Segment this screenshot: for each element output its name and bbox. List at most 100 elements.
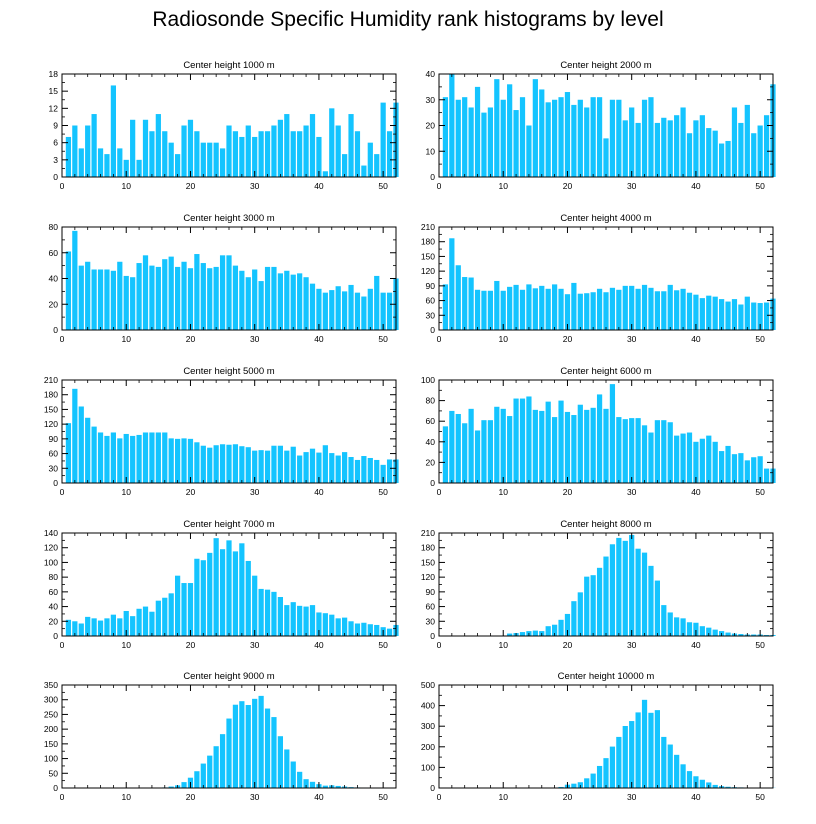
panel-3-bar-rank-17 bbox=[168, 256, 174, 330]
panel-2-bar-rank-42 bbox=[706, 128, 712, 177]
panel-7-bar-rank-28 bbox=[239, 543, 245, 636]
panel-8-bar-rank-30 bbox=[629, 534, 635, 636]
panel-3-bar-rank-34 bbox=[277, 273, 283, 330]
panel-2-bar-rank-41 bbox=[699, 115, 705, 177]
panel-8-bar-rank-40 bbox=[693, 622, 699, 636]
panel-5-bar-rank-22 bbox=[200, 445, 206, 483]
panel-3-x-tick-label: 20 bbox=[186, 334, 196, 344]
panel-5-bar-rank-30 bbox=[252, 450, 258, 483]
panel-5-bar-rank-3 bbox=[78, 406, 84, 483]
panel-8-bar-rank-29 bbox=[622, 540, 628, 636]
panel-6-bar-rank-48 bbox=[744, 460, 750, 483]
panel-3-x-tick-label: 50 bbox=[378, 334, 388, 344]
panel-1-bar-rank-49 bbox=[374, 154, 380, 177]
panel-2-x-tick-label: 20 bbox=[563, 181, 573, 191]
panel-4-x-tick-label: 0 bbox=[437, 334, 442, 344]
panel-7-bar-rank-48 bbox=[367, 624, 373, 636]
panel-1-y-tick-label: 6 bbox=[53, 138, 58, 148]
panel-5-bar-rank-39 bbox=[309, 448, 316, 483]
panel-4-bar-rank-7 bbox=[481, 290, 487, 330]
panel-6-x-tick-label: 10 bbox=[498, 487, 508, 497]
panel-7-x-tick-label: 10 bbox=[121, 640, 131, 650]
panel-6-bar-rank-21 bbox=[571, 415, 577, 483]
panel-7-bar-rank-9 bbox=[117, 618, 123, 636]
panel-6-bar-rank-19 bbox=[558, 400, 564, 483]
panel-1-bar-rank-37 bbox=[297, 131, 303, 177]
panel-4-bar-rank-16 bbox=[539, 285, 545, 330]
panel-1-bar-rank-5 bbox=[91, 114, 97, 177]
panel-6-x-tick-label: 0 bbox=[437, 487, 442, 497]
panel-3-bar-rank-25 bbox=[219, 255, 226, 330]
panel-6-bar-rank-14 bbox=[526, 396, 532, 483]
panel-2-bar-rank-31 bbox=[635, 122, 641, 177]
panel-4-bar-rank-42 bbox=[706, 295, 712, 330]
panel-3-bar-rank-46 bbox=[354, 292, 361, 330]
panel-2-bar-rank-11 bbox=[507, 84, 513, 177]
panel-1-bar-rank-50 bbox=[380, 102, 386, 177]
panel-4-bar-rank-18 bbox=[552, 284, 558, 330]
panel-8-bar-rank-34 bbox=[654, 580, 660, 636]
panel-7-bar-rank-8 bbox=[110, 614, 116, 636]
panel-10-y-tick-label: 500 bbox=[421, 680, 435, 690]
panel-10-bar-rank-38 bbox=[680, 764, 686, 788]
panel-3-x-tick-label: 0 bbox=[60, 334, 65, 344]
panel-3-bar-rank-28 bbox=[239, 270, 245, 330]
panel-1-y-tick-label: 0 bbox=[53, 172, 58, 182]
panel-5-bar-rank-11 bbox=[130, 435, 136, 483]
panel-8-x-tick-label: 20 bbox=[563, 640, 573, 650]
panel-9-y-tick-label: 200 bbox=[44, 724, 58, 734]
panel-5-bar-rank-21 bbox=[194, 442, 200, 483]
panel-4-bar-rank-17 bbox=[545, 288, 551, 330]
panel-6-bar-rank-33 bbox=[648, 432, 654, 483]
panel-7-y-tick-label: 100 bbox=[44, 557, 58, 567]
panel-1-bar-rank-51 bbox=[386, 131, 393, 177]
panel-4-bar-rank-46 bbox=[731, 299, 738, 330]
panel-9-x-tick-label: 30 bbox=[250, 792, 260, 802]
panel-4-bar-rank-14 bbox=[526, 284, 532, 330]
panel-1-bar-rank-44 bbox=[342, 154, 348, 177]
panel-6-bar-rank-4 bbox=[462, 423, 468, 483]
panel-3-bar-rank-31 bbox=[258, 281, 264, 330]
panel-8-bar-rank-21 bbox=[571, 601, 577, 636]
panel-4-bar-rank-11 bbox=[507, 286, 513, 330]
panel-10-bar-rank-39 bbox=[686, 771, 693, 788]
panel-2-bar-rank-5 bbox=[468, 107, 474, 177]
panel-1-x-tick-label: 20 bbox=[186, 181, 196, 191]
panel-1-y-tick-label: 12 bbox=[49, 103, 59, 113]
panel-8-x-tick-label: 40 bbox=[691, 640, 701, 650]
panel-6-bar-rank-22 bbox=[577, 404, 583, 483]
panel-4-bar-rank-45 bbox=[725, 301, 731, 330]
panel-7-bar-rank-33 bbox=[271, 591, 277, 636]
panel-9-x-tick-label: 10 bbox=[121, 792, 131, 802]
panel-6-x-tick-label: 20 bbox=[563, 487, 573, 497]
panel-3-bar-rank-48 bbox=[367, 288, 373, 330]
panel-9-x-tick-label: 50 bbox=[378, 792, 388, 802]
panel-5-bar-rank-23 bbox=[207, 447, 213, 483]
panel-7-bar-rank-11 bbox=[130, 616, 136, 636]
panel-3-bar-rank-12 bbox=[136, 263, 142, 330]
panel-9-y-tick-label: 100 bbox=[44, 754, 58, 764]
panel-2-y-tick-label: 10 bbox=[426, 146, 436, 156]
panel-7-title: Center height 7000 m bbox=[183, 519, 274, 530]
panel-7-bar-rank-7 bbox=[104, 618, 110, 636]
panel-5-y-tick-label: 150 bbox=[44, 404, 58, 414]
panel-1-bar-rank-11 bbox=[130, 119, 136, 177]
panel-10-bar-rank-30 bbox=[629, 721, 635, 788]
panel-2-bar-rank-9 bbox=[494, 79, 500, 177]
panel-8-bar-rank-26 bbox=[603, 556, 609, 636]
panel-7-bar-rank-42 bbox=[329, 614, 335, 636]
panel-4-bar-rank-51 bbox=[763, 302, 770, 330]
panel-3-bar-rank-39 bbox=[309, 283, 316, 330]
panel-9-bar-rank-33 bbox=[271, 717, 277, 788]
panel-8-bar-rank-24 bbox=[590, 575, 596, 636]
panel-6-bar-rank-17 bbox=[545, 401, 551, 483]
panel-7-y-tick-label: 60 bbox=[49, 587, 59, 597]
panel-4-x-tick-label: 10 bbox=[498, 334, 508, 344]
panel-4-y-tick-label: 150 bbox=[421, 251, 435, 261]
panel-5-bar-rank-17 bbox=[168, 438, 174, 483]
panel-2-bar-rank-30 bbox=[629, 107, 635, 177]
panel-6-x-tick-label: 40 bbox=[691, 487, 701, 497]
panel-5-bar-rank-48 bbox=[367, 457, 373, 483]
panel-6-bar-rank-20 bbox=[564, 411, 571, 483]
